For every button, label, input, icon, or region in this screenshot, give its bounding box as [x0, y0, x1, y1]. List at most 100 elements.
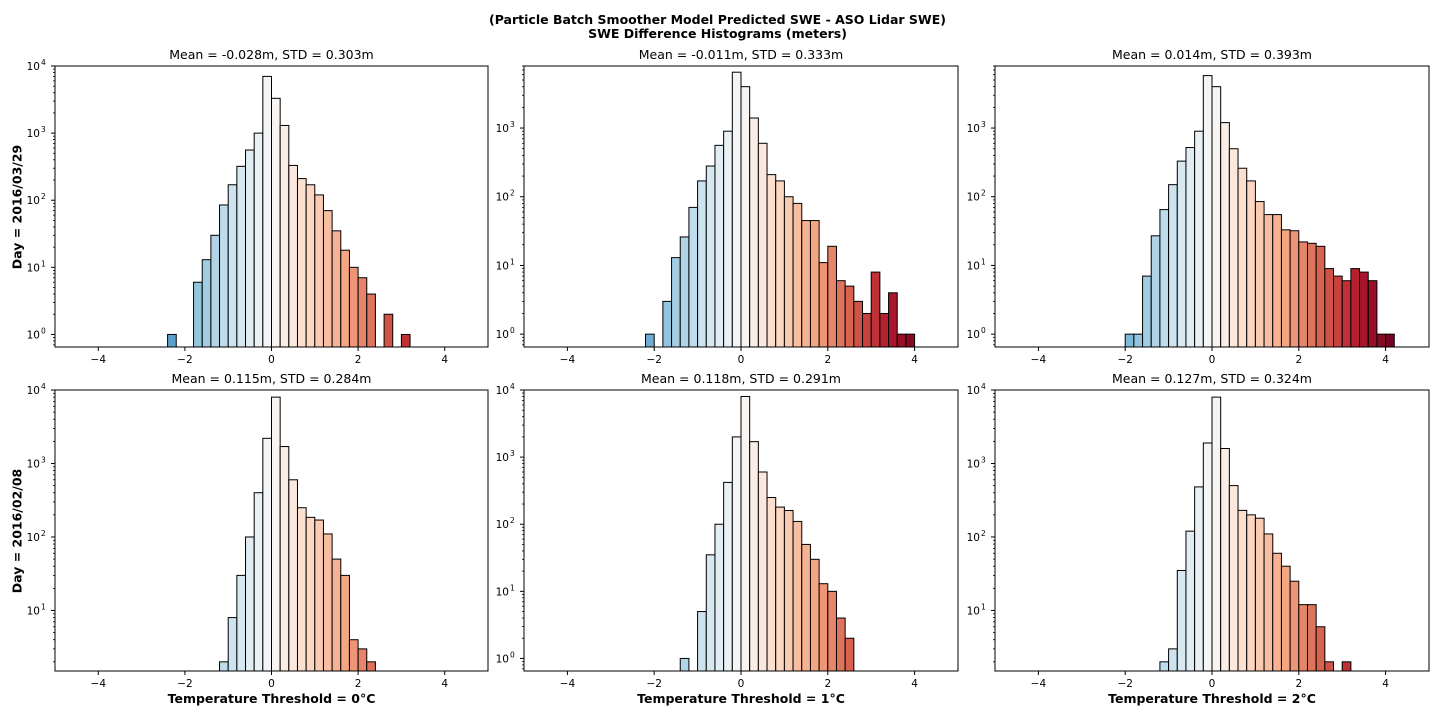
y-tick-exponent: 1: [510, 257, 515, 266]
histogram-bar: [1194, 486, 1204, 672]
histogram-bar: [1376, 333, 1387, 348]
x-tick-label: 2: [1295, 678, 1302, 690]
histogram-bar: [1202, 442, 1213, 672]
histogram-bar: [783, 196, 794, 348]
x-tick-label: −4: [1031, 354, 1047, 366]
histogram-bar: [835, 280, 846, 348]
y-tick-exponent: 2: [41, 529, 46, 538]
histogram-bar: [888, 292, 898, 348]
histogram-bar: [288, 164, 298, 348]
histogram-bar: [1176, 160, 1187, 348]
histogram-bar: [1315, 626, 1326, 672]
histogram-bar: [766, 174, 777, 348]
histogram-bar: [1289, 580, 1300, 672]
histogram-bar: [1168, 184, 1178, 348]
histogram-bar: [723, 481, 733, 672]
y-tick-label: 10: [496, 519, 509, 531]
y-tick-label: 10: [496, 123, 509, 135]
x-tick-label: −2: [177, 354, 192, 366]
histogram-bar: [1263, 533, 1274, 672]
subplot-title-5: Mean = 0.118m, STD = 0.291m: [641, 371, 841, 386]
y-tick-label: 10: [27, 195, 40, 207]
y-tick-label: 10: [27, 128, 40, 140]
histogram-bar: [740, 86, 751, 348]
histogram-bar: [896, 333, 907, 348]
histogram-bar: [1150, 235, 1161, 348]
histogram-bar: [1246, 514, 1256, 672]
histogram-bar: [697, 180, 707, 348]
x-tick-label: 0: [738, 354, 745, 366]
histogram-bar: [809, 558, 820, 672]
histogram-bar: [271, 396, 281, 672]
histogram-bar: [853, 300, 864, 348]
y-tick-label: 10: [496, 385, 509, 397]
histogram-bar: [1228, 485, 1239, 672]
x-tick-label: 0: [268, 354, 275, 366]
histogram-bar: [844, 637, 855, 672]
histogram-bar: [357, 277, 368, 348]
histogram-bar: [731, 71, 742, 348]
subplot-title-3: Mean = 0.014m, STD = 0.393m: [1112, 47, 1312, 62]
y-tick-label: 10: [496, 260, 509, 272]
column-label-3: Temperature Threshold = 2°C: [1108, 691, 1316, 706]
histogram-bar: [201, 259, 212, 348]
y-tick-exponent: 1: [41, 259, 46, 268]
histogram-bar: [801, 220, 811, 348]
histogram-bar: [1237, 167, 1248, 348]
histogram-bar: [167, 333, 177, 348]
histogram-bar: [905, 333, 916, 348]
histogram-bar: [366, 293, 376, 348]
x-tick-label: −2: [177, 678, 192, 690]
histogram-bar: [1159, 661, 1170, 672]
histogram-bar: [775, 180, 785, 348]
histogram-bar: [1341, 280, 1352, 348]
histogram-bar: [236, 574, 247, 672]
histogram-bar: [1298, 604, 1308, 672]
y-tick-exponent: 0: [41, 326, 46, 335]
y-tick-label: 10: [967, 123, 980, 135]
y-tick-label: 10: [27, 329, 40, 341]
suptitle-line2: SWE Difference Histograms (meters): [588, 26, 847, 41]
histogram-bar: [262, 75, 272, 348]
x-tick-label: 4: [911, 678, 918, 690]
histogram-bar: [714, 523, 725, 672]
histogram-bar: [714, 144, 725, 348]
histogram-bar: [322, 210, 333, 348]
x-tick-label: −4: [560, 678, 576, 690]
y-tick-label: 10: [496, 329, 509, 341]
y-tick-label: 10: [496, 192, 509, 204]
histogram-bar: [1124, 333, 1135, 348]
histogram-bar: [366, 661, 376, 672]
histogram-bar: [731, 436, 742, 672]
y-tick-label: 10: [27, 458, 40, 470]
y-tick-label: 10: [967, 605, 980, 617]
x-tick-label: 2: [1295, 354, 1302, 366]
y-tick-exponent: 0: [510, 326, 515, 335]
y-tick-exponent: 3: [41, 125, 46, 134]
y-tick-exponent: 3: [981, 120, 986, 129]
histogram-bar: [757, 142, 768, 348]
histogram-bar: [279, 124, 290, 348]
histogram-bar: [757, 471, 768, 672]
y-tick-label: 10: [27, 262, 40, 274]
x-tick-label: 2: [824, 354, 831, 366]
y-tick-exponent: 3: [41, 455, 46, 464]
x-tick-label: 0: [1209, 678, 1216, 690]
histogram-bar: [645, 333, 655, 348]
y-tick-label: 10: [496, 586, 509, 598]
histogram-bar: [818, 583, 829, 672]
x-tick-label: 4: [441, 354, 448, 366]
x-tick-label: 4: [1382, 678, 1389, 690]
y-tick-exponent: 4: [510, 382, 515, 391]
y-tick-exponent: 3: [510, 120, 515, 129]
x-tick-label: 4: [441, 678, 448, 690]
histogram-bar: [305, 516, 316, 672]
histogram-bar: [322, 533, 333, 672]
histogram-bar: [1202, 75, 1213, 348]
y-tick-exponent: 0: [981, 326, 986, 335]
histogram-bar: [1176, 569, 1187, 672]
histogram-bar: [1133, 333, 1144, 348]
x-tick-label: −4: [91, 678, 107, 690]
